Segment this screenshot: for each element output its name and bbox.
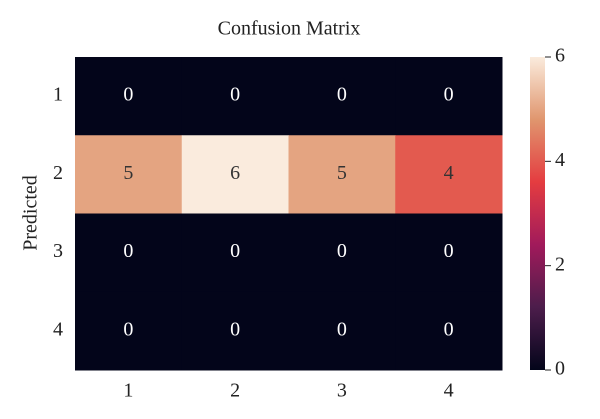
cell-label: 0 — [230, 318, 240, 340]
heatmap-cell — [181, 291, 289, 371]
heatmap-cell — [181, 135, 289, 214]
cell-label: 4 — [444, 162, 454, 184]
x-tick-label: 2 — [230, 380, 240, 402]
heatmap-cell — [75, 213, 183, 293]
heatmap-cell — [395, 291, 503, 371]
cell-label: 0 — [337, 318, 347, 340]
heatmap-cell — [75, 57, 183, 136]
y-tick-label: 3 — [53, 240, 63, 262]
colorbar-tick-label: 2 — [555, 253, 565, 275]
colorbar-tick-label: 4 — [555, 149, 565, 171]
colorbar-tick-label: 0 — [555, 358, 565, 380]
colorbar-tick-label: 6 — [555, 45, 565, 67]
heatmap-cell — [75, 291, 183, 371]
heatmap-cell — [181, 57, 289, 136]
cell-label: 0 — [123, 318, 133, 340]
heatmap-cell — [288, 135, 396, 214]
cell-label: 0 — [230, 84, 240, 106]
cell-label: 6 — [230, 162, 240, 184]
cell-label: 0 — [123, 84, 133, 106]
x-tick-label: 4 — [444, 380, 454, 402]
cell-label: 0 — [444, 84, 454, 106]
heatmap-cell — [288, 57, 396, 136]
heatmap-cell — [395, 213, 503, 293]
cell-label: 0 — [444, 240, 454, 262]
x-tick-label: 3 — [337, 380, 347, 402]
chart-title: Confusion Matrix — [218, 18, 361, 40]
y-tick-label: 1 — [53, 84, 63, 106]
heatmap-cell — [395, 135, 503, 214]
colorbar — [530, 57, 545, 370]
heatmap-cell — [75, 135, 183, 214]
x-tick-label: 1 — [123, 380, 133, 402]
cell-label: 0 — [444, 318, 454, 340]
y-axis-label: Predicted — [20, 175, 42, 251]
cell-label: 5 — [123, 162, 133, 184]
cell-label: 0 — [337, 84, 347, 106]
cell-label: 0 — [230, 240, 240, 262]
heatmap-cell — [395, 57, 503, 136]
y-tick-label: 4 — [53, 318, 63, 340]
cell-label: 5 — [337, 162, 347, 184]
y-tick-label: 2 — [53, 162, 63, 184]
heatmap-cell — [181, 213, 289, 293]
cell-label: 0 — [337, 240, 347, 262]
heatmap-cell — [288, 213, 396, 293]
cell-label: 0 — [123, 240, 133, 262]
heatmap-cell — [288, 291, 396, 371]
